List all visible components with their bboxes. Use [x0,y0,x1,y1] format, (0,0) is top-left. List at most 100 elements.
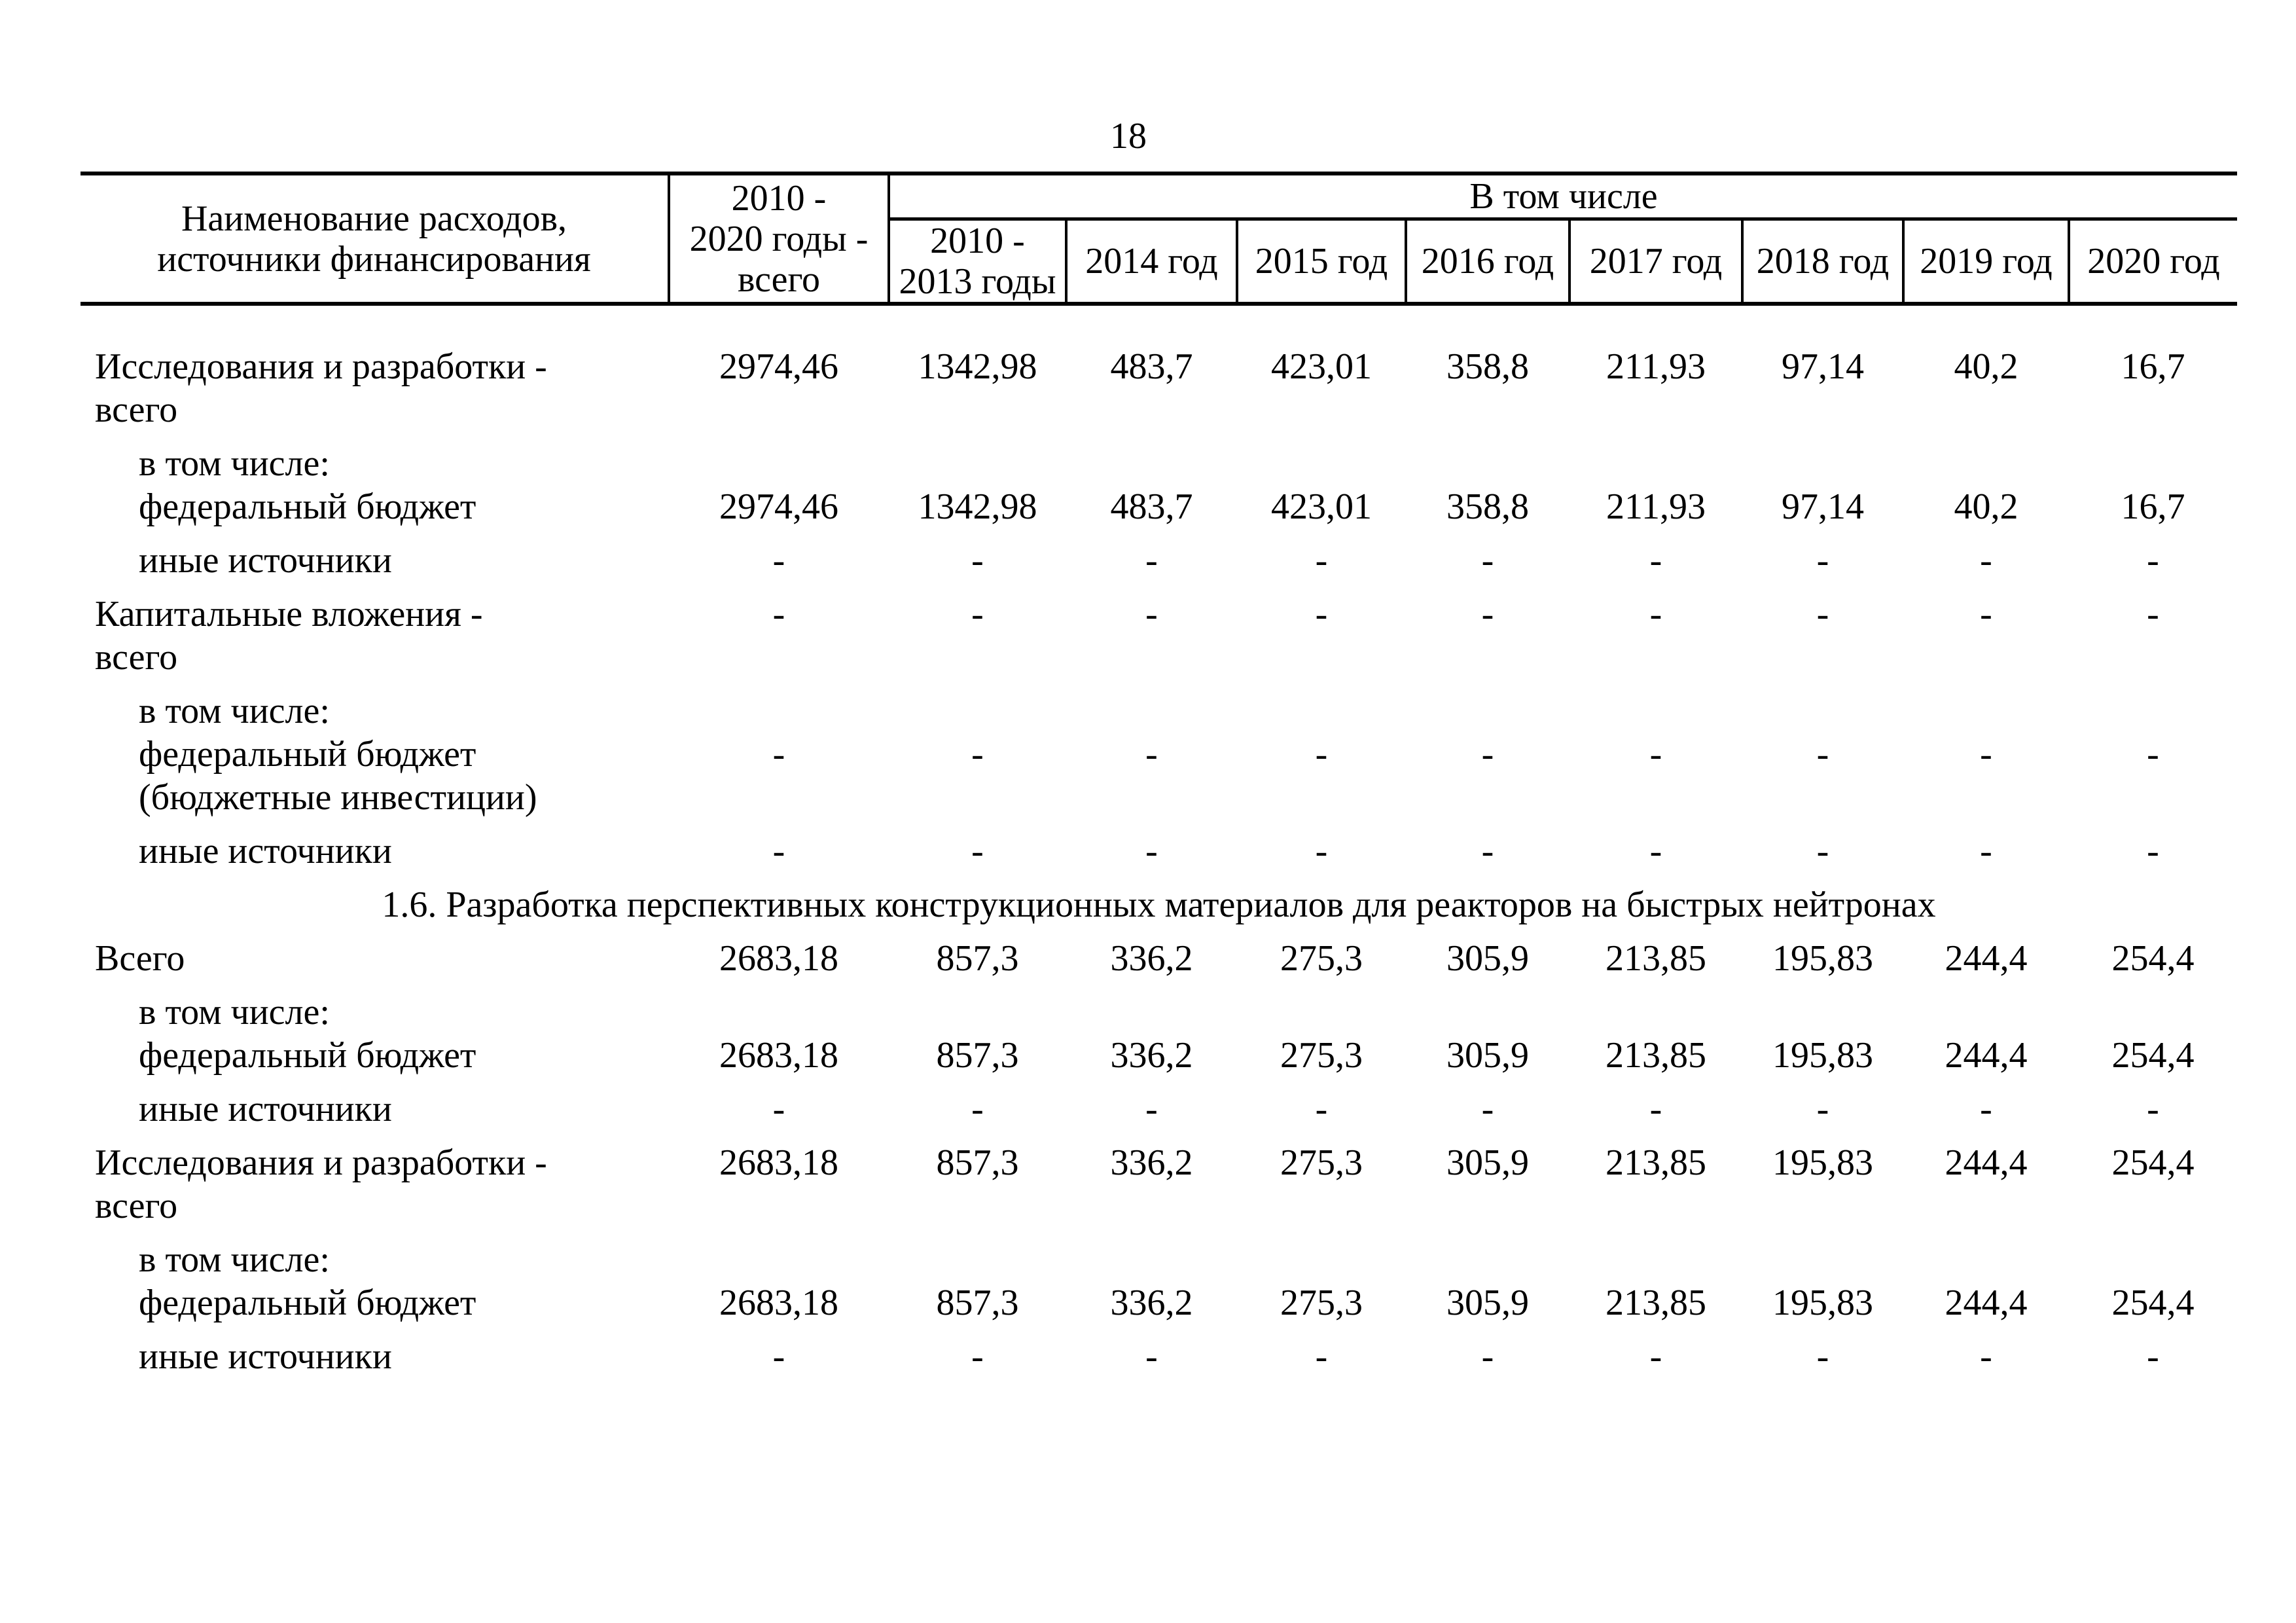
value-cell: - [1481,831,1494,871]
value-cell: - [772,540,785,581]
value-cell: - [971,831,984,871]
row-label-line: Всего [95,938,185,979]
table-header: Наименование расходов, источники финанси… [81,172,2237,306]
header-2010-2013-line-1: 2010 - [930,221,1025,261]
value-cell: 195,83 [1772,938,1873,979]
value-cell: - [1980,1336,1992,1377]
value-cell: - [2147,734,2159,775]
value-cell: - [1481,540,1494,581]
header-name-line-2: источники финансирования [157,238,591,280]
row-label-line: в том числе: [139,443,330,484]
header-name-line-1: Наименование расходов, [181,198,567,239]
value-cell: - [1145,540,1158,581]
value-cell: - [1816,540,1829,581]
table-row: Всего 2683,18 857,3 336,2 275,3 305,9 213,85 1… [81,926,2237,980]
value-cell: - [1315,594,1328,634]
table-row: иные источники - - - - - - - - - [81,1077,2237,1131]
value-cell: 254,4 [2111,1283,2195,1323]
value-cell: 97,14 [1782,486,1864,527]
header-group-label: В том числе [889,172,2237,221]
value-cell: 195,83 [1772,1283,1873,1323]
value-cell: - [1315,734,1328,775]
value-cell: 275,3 [1280,1283,1363,1323]
row-label-line: (бюджетные инвестиции) [139,777,537,818]
value-cell: 305,9 [1446,1142,1529,1183]
value-cell: 2974,46 [719,486,838,527]
value-cell: 2683,18 [719,1142,838,1183]
value-cell: 16,7 [2121,346,2185,387]
value-cell: - [1315,1089,1328,1129]
value-cell: 423,01 [1271,346,1372,387]
value-cell: - [1816,831,1829,871]
value-cell: - [772,1336,785,1377]
value-cell: - [1649,831,1662,871]
row-label-line: в том числе: [139,1239,330,1280]
header-col-2014: 2014 год [1066,219,1238,306]
row-label: Исследования и разработки - всего [81,304,669,431]
value-cell: - [1145,594,1158,634]
value-cell: 483,7 [1110,486,1193,527]
table-row: Исследования и разработки - всего 2683,18… [81,1131,2237,1228]
value-cell: 16,7 [2121,486,2185,527]
value-cell: - [1481,594,1494,634]
value-cell: 97,14 [1782,346,1864,387]
row-label: Всего [81,926,669,980]
header-total-line-3: всего [737,259,821,300]
row-label: Исследования и разработки - всего [81,1131,669,1228]
row-label: иные источники [81,528,669,582]
value-cell: 2683,18 [719,938,838,979]
value-cell: 857,3 [936,1142,1019,1183]
value-cell: - [1315,540,1328,581]
value-cell: - [971,1089,984,1129]
value-cell: 213,85 [1605,938,1706,979]
value-cell: 336,2 [1110,1142,1193,1183]
value-cell: - [2147,1336,2159,1377]
value-cell: 195,83 [1772,1142,1873,1183]
value-cell: - [1315,831,1328,871]
value-cell: 336,2 [1110,1283,1193,1323]
value-cell: - [1649,540,1662,581]
value-cell: 275,3 [1280,938,1363,979]
value-cell: 483,7 [1110,346,1193,387]
row-label: иные источники [81,819,669,873]
row-label-line: Исследования и разработки - [95,346,547,387]
value-cell: - [1649,1336,1662,1377]
row-label: в том числе: федеральный бюджет [81,980,669,1077]
value-cell: - [1145,734,1158,775]
value-cell: 423,01 [1271,486,1372,527]
value-cell: 244,4 [1945,1035,2028,1076]
value-cell: 857,3 [936,1283,1019,1323]
table-row: Капитальные вложения - всего - - - - - - - - - [81,582,2237,679]
header-col-2019: 2019 год [1903,219,2070,306]
value-cell: - [1980,831,1992,871]
table-row: иные источники - - - - - - - - - [81,1324,2237,1378]
value-cell: - [971,734,984,775]
header-2010-2013-line-2: 2013 годы [899,261,1056,302]
value-cell: - [772,594,785,634]
section-title: 1.6. Разработка перспективных конструкци… [382,884,1936,925]
row-label-line: иные источники [139,540,392,581]
table-row: в том числе: федеральный бюджет (бюджетные… [81,679,2237,819]
row-label-line: Капитальные вложения - [95,594,483,634]
row-label-line: иные источники [139,1089,392,1129]
value-cell: - [2147,1089,2159,1129]
row-label-line: иные источники [139,831,392,871]
row-label-line: всего [95,637,178,678]
value-cell: - [1481,734,1494,775]
value-cell: 211,93 [1606,486,1706,527]
table-row: иные источники - - - - - - - - - [81,819,2237,873]
value-cell: 40,2 [1954,346,2018,387]
header-col-2010-2013: 2010 - 2013 годы [889,219,1067,306]
row-label: иные источники [81,1077,669,1131]
value-cell: - [1980,594,1992,634]
value-cell: - [2147,540,2159,581]
row-label: в том числе: федеральный бюджет [81,1228,669,1324]
value-cell: 2974,46 [719,346,838,387]
value-cell: - [1145,831,1158,871]
row-label-line: федеральный бюджет [139,1283,476,1323]
row-label-line: в том числе: [139,691,330,731]
row-label: в том числе: федеральный бюджет (бюджетные… [81,679,669,819]
value-cell: 305,9 [1446,1035,1529,1076]
row-label: иные источники [81,1324,669,1378]
value-cell: 2683,18 [719,1035,838,1076]
